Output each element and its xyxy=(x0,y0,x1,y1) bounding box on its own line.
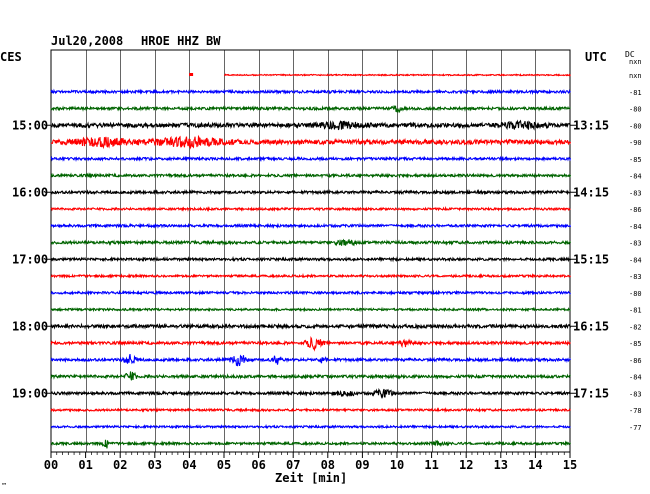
trace-11 xyxy=(50,238,571,247)
dc-offset-label: -83 xyxy=(629,390,642,398)
dc-offset-label: -85 xyxy=(629,156,642,164)
trace-4 xyxy=(50,119,571,131)
dc-offset-label: -78 xyxy=(629,407,642,415)
dc-header-sub: nxn xyxy=(629,58,642,66)
x-tick-label: 05 xyxy=(217,458,231,472)
dc-offset-label: -85 xyxy=(629,340,642,348)
utc-time-labels: 13:15 14:15 15:15 16:15 17:15 xyxy=(570,118,609,400)
x-tick-label: 15 xyxy=(563,458,577,472)
dc-offset-label: -84 xyxy=(629,374,642,382)
x-tick-label: 02 xyxy=(113,458,127,472)
trace-7 xyxy=(50,172,572,179)
trace-22 xyxy=(50,423,571,430)
x-tick-label: 03 xyxy=(148,458,162,472)
utc-time-label: 15:15 xyxy=(573,252,609,266)
trace-1 xyxy=(223,73,571,77)
dc-offset-label: -81 xyxy=(629,89,642,97)
trace-16 xyxy=(50,322,572,331)
x-tick-label: 14 xyxy=(528,458,542,472)
x-tick-label: 13 xyxy=(494,458,508,472)
trace-8 xyxy=(50,188,571,196)
local-time-label: 18:00 xyxy=(12,319,48,333)
dc-offset-label: -86 xyxy=(629,357,642,365)
x-axis-title: Zeit [min] xyxy=(275,471,347,485)
x-tick-label: 09 xyxy=(355,458,369,472)
utc-time-label: 17:15 xyxy=(573,386,609,400)
trace-2 xyxy=(50,88,571,96)
trace-14 xyxy=(50,289,571,297)
trace-9 xyxy=(50,205,571,213)
dc-offset-label: -82 xyxy=(629,323,642,331)
trace-10 xyxy=(50,222,572,229)
dc-offset-label: -80 xyxy=(629,290,642,298)
dc-offset-label: -84 xyxy=(629,223,642,231)
trace-15 xyxy=(50,306,571,313)
trace-13 xyxy=(50,272,571,280)
dc-offset-label: -84 xyxy=(629,256,642,264)
local-time-label: 17:00 xyxy=(12,252,48,266)
local-time-label: 15:00 xyxy=(12,118,48,132)
footer-mark: ™ xyxy=(2,482,6,490)
trace-12 xyxy=(50,255,572,263)
dc-offset-label: -83 xyxy=(629,189,642,197)
left-timezone-label: CES xyxy=(0,50,22,64)
station-label: HROE HHZ BW xyxy=(141,34,221,48)
x-tick-label: 01 xyxy=(78,458,92,472)
trace-19 xyxy=(50,371,571,381)
x-tick-label: 08 xyxy=(321,458,335,472)
trace-marker xyxy=(189,73,194,76)
dc-offset-label: -83 xyxy=(629,273,642,281)
dc-offset-label: -86 xyxy=(629,206,642,214)
local-time-labels: 15:00 16:00 17:00 18:00 19:00 xyxy=(12,118,51,400)
x-tick-label: 12 xyxy=(459,458,473,472)
x-tick-label: 06 xyxy=(251,458,265,472)
trace-23 xyxy=(50,439,571,449)
utc-time-label: 16:15 xyxy=(573,319,609,333)
x-axis: 00 01 02 03 04 05 06 07 08 09 10 11 12 13 14 15 xyxy=(44,452,577,472)
right-timezone-label: UTC xyxy=(585,50,607,64)
date-label: Jul20,2008 xyxy=(51,34,123,48)
x-tick-label: 04 xyxy=(182,458,196,472)
local-time-label: 16:00 xyxy=(12,185,48,199)
local-time-label: 19:00 xyxy=(12,386,48,400)
trace-20 xyxy=(50,387,571,399)
trace-21 xyxy=(50,406,571,414)
dc-offset-label: -83 xyxy=(629,240,642,248)
dc-offset-label: -77 xyxy=(629,424,642,432)
dc-header-label: DC xyxy=(625,50,635,59)
dc-offset-label: -80 xyxy=(629,122,642,130)
dc-offset-label: -90 xyxy=(629,139,642,147)
dc-offset-label: nxn xyxy=(629,72,642,80)
trace-6 xyxy=(50,155,572,163)
x-tick-label: 11 xyxy=(424,458,438,472)
dc-offset-labels: nxn -81 -80 -80 -90 -85 -84 -83 -86 -84 -83 -84 -83 -… xyxy=(629,72,642,432)
x-tick-label: 07 xyxy=(286,458,300,472)
dc-offset-label: -84 xyxy=(629,173,642,181)
utc-time-label: 14:15 xyxy=(573,185,609,199)
dc-offset-label: -80 xyxy=(629,106,642,114)
trace-17 xyxy=(50,335,571,352)
trace-18 xyxy=(50,353,571,367)
x-tick-label: 10 xyxy=(390,458,404,472)
utc-time-label: 13:15 xyxy=(573,118,609,132)
dc-offset-label: -81 xyxy=(629,307,642,315)
trace-5 xyxy=(50,134,572,150)
x-tick-label: 00 xyxy=(44,458,58,472)
trace-group xyxy=(50,73,572,449)
trace-3 xyxy=(50,104,571,114)
